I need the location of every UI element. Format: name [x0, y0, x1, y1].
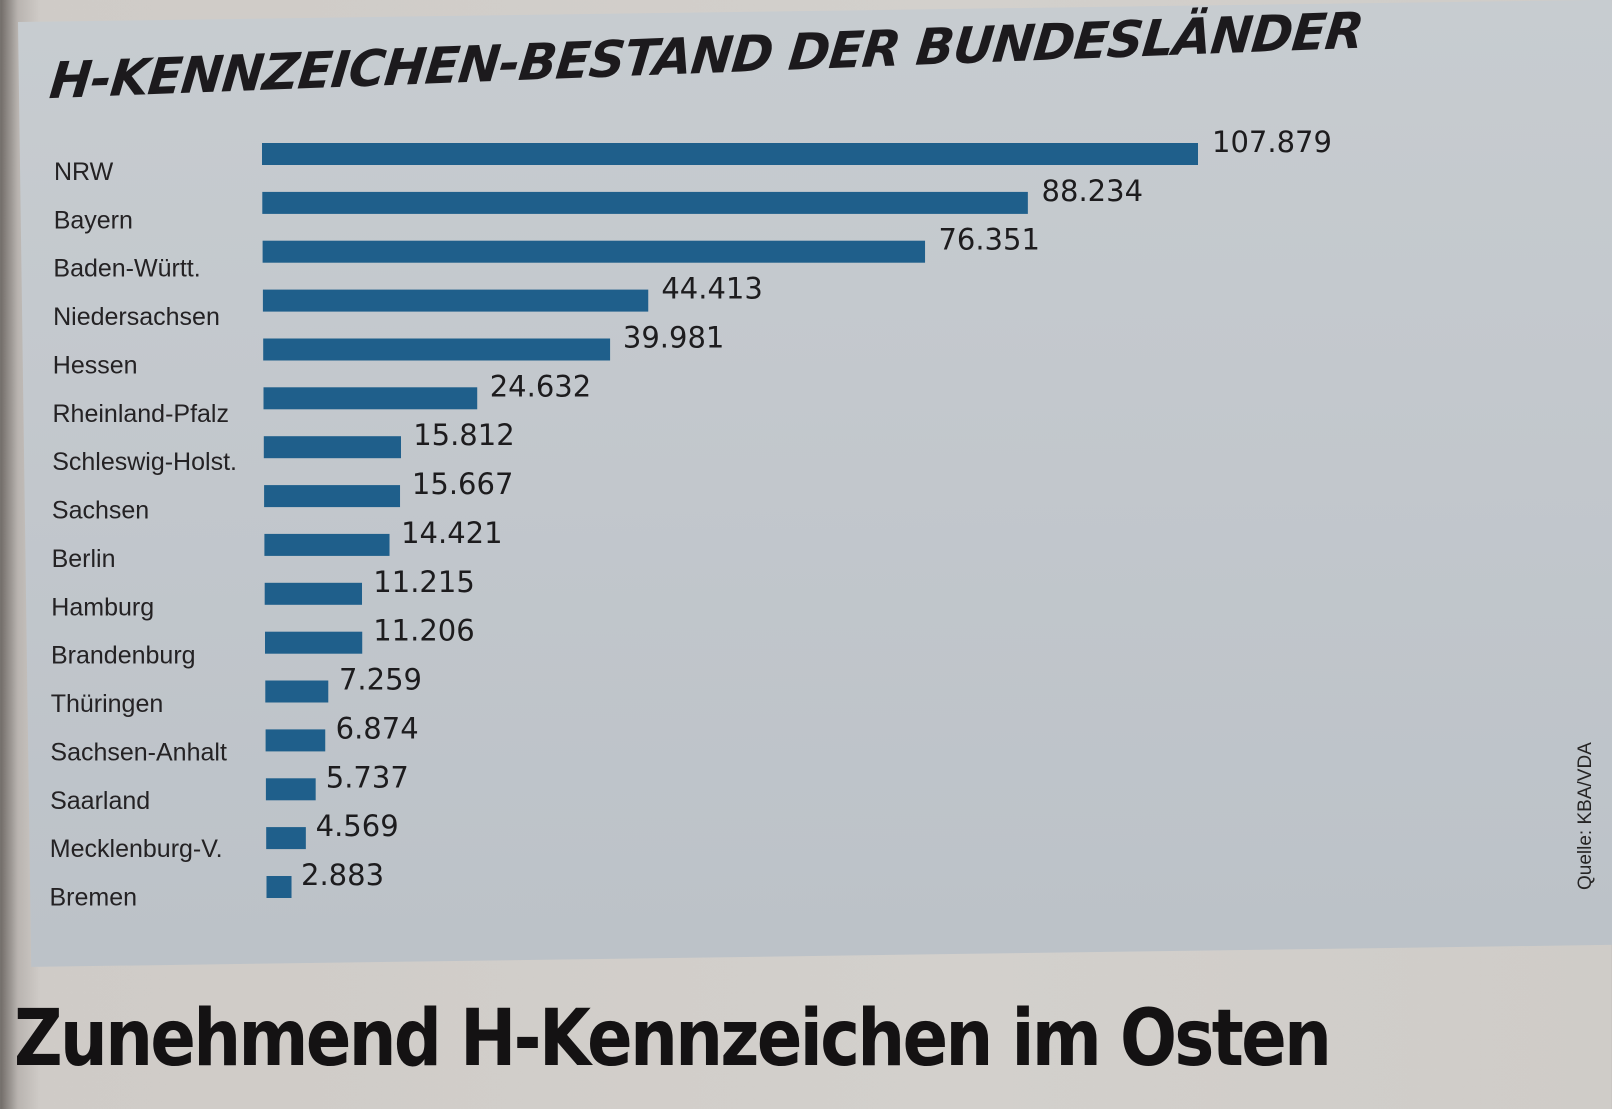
category-label: Baden-Württ. [53, 255, 200, 283]
value-label: 76.351 [938, 223, 1039, 257]
value-label: 44.413 [661, 272, 762, 306]
value-label: 11.206 [373, 614, 474, 648]
bar-row: NRW 107.879 [54, 125, 1332, 186]
category-label: Rheinland-Pfalz [53, 400, 230, 428]
bar-row: Bremen 2.883 [50, 858, 385, 912]
category-label: NRW [54, 158, 114, 186]
bar [262, 143, 1198, 165]
category-label: Niedersachsen [53, 303, 220, 331]
bar [266, 827, 306, 850]
value-label: 6.874 [336, 711, 419, 745]
bar [262, 240, 926, 263]
bar-row: Brandenburg 11.206 [51, 614, 475, 670]
bar-row: Thüringen 7.259 [51, 663, 422, 719]
bar-row: Saarland 5.737 [50, 760, 409, 815]
source-note: Quelle: KBA/VDA [1575, 742, 1596, 890]
value-label: 2.883 [301, 858, 384, 892]
value-label: 15.812 [413, 418, 514, 452]
bar [265, 778, 316, 801]
category-label: Sachsen [52, 497, 149, 525]
category-label: Bayern [54, 206, 133, 234]
bar-row: Hamburg 11.215 [51, 565, 474, 622]
bar [263, 338, 611, 361]
bar [263, 436, 401, 459]
bar-row: Sachsen-Anhalt 6.874 [50, 711, 418, 766]
bar-row: Sachsen 15.667 [52, 467, 514, 525]
value-label: 107.879 [1212, 125, 1332, 159]
bar [262, 191, 1028, 214]
bar [263, 387, 478, 410]
category-label: Hamburg [51, 593, 154, 621]
category-label: Saarland [50, 787, 150, 815]
value-label: 15.667 [412, 467, 513, 501]
bar [262, 289, 649, 312]
category-label: Mecklenburg-V. [50, 835, 223, 863]
bar-row: Schleswig-Holst. 15.812 [52, 418, 514, 476]
bar [264, 582, 363, 605]
category-label: Berlin [52, 545, 116, 573]
bar [265, 631, 363, 654]
bar [266, 876, 292, 898]
bar [265, 680, 329, 703]
bar [264, 485, 401, 508]
value-label: 14.421 [401, 516, 502, 550]
value-label: 7.259 [339, 663, 422, 697]
bar-chart: NRW 107.879 Bayern 88.234 Baden-Württ. 76.351… [50, 125, 1332, 912]
bar-row: Bayern 88.234 [54, 174, 1143, 235]
bar [265, 729, 326, 752]
bar-row: Hessen 39.981 [53, 321, 725, 380]
category-label: Sachsen-Anhalt [50, 738, 227, 766]
value-label: 39.981 [623, 321, 724, 355]
article-headline: Zunehmend H-Kennzeichen im Osten [14, 994, 1332, 1084]
category-label: Bremen [50, 884, 138, 912]
bar [264, 533, 390, 556]
value-label: 11.215 [373, 565, 474, 599]
category-label: Hessen [53, 352, 138, 380]
category-label: Schleswig-Holst. [52, 448, 237, 476]
bar-row: Mecklenburg-V. 4.569 [50, 809, 399, 863]
bar-row: Berlin 14.421 [52, 516, 503, 573]
value-label: 4.569 [316, 809, 399, 843]
category-label: Brandenburg [51, 642, 196, 670]
bar-row: Baden-Württ. 76.351 [53, 223, 1040, 283]
value-label: 88.234 [1042, 174, 1143, 208]
category-label: Thüringen [51, 690, 164, 718]
value-label: 24.632 [490, 369, 591, 403]
value-label: 5.737 [326, 760, 409, 794]
bar-row: Rheinland-Pfalz 24.632 [53, 369, 592, 428]
bar-row: Niedersachsen 44.413 [53, 272, 763, 332]
